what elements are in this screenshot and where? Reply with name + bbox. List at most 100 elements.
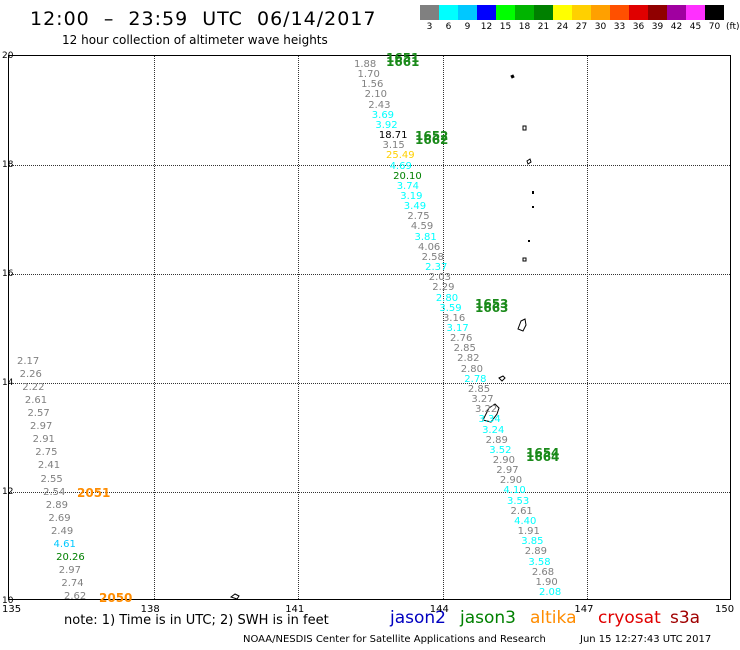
swh-reading: 3.74 — [396, 180, 419, 192]
legend-bin: 6 — [439, 5, 458, 32]
swh-reading: 3.52 — [489, 444, 512, 456]
grid-line-vertical — [298, 56, 300, 599]
swh-reading: 2.55 — [40, 473, 63, 485]
swh-reading: 2.37 — [425, 262, 448, 274]
swh-reading: 2.41 — [37, 460, 61, 472]
swh-reading: 1.90 — [535, 576, 558, 588]
swh-reading: 3.59 — [439, 302, 462, 314]
swh-reading: 3.49 — [403, 201, 427, 213]
y-axis-label: 16 — [2, 269, 14, 279]
grid-line-horizontal — [9, 274, 730, 275]
legend-swatch — [629, 5, 648, 20]
legend-bin: 3 — [420, 5, 439, 32]
island-sw — [229, 593, 240, 600]
island-rota — [498, 375, 506, 382]
x-axis-label: 144 — [429, 604, 449, 615]
swh-reading: 1.56 — [361, 79, 384, 91]
island-guam — [482, 403, 500, 423]
swh-reading: 3.15 — [382, 140, 405, 152]
pass-number-label: 1653 — [475, 297, 509, 311]
swh-reading: 2.74 — [61, 577, 84, 589]
swh-reading: 20.10 — [393, 170, 422, 182]
legend-label: 18 — [518, 22, 531, 32]
swh-reading: 3.58 — [528, 556, 551, 568]
satellite-altika: altika — [530, 608, 577, 628]
island-north-1 — [510, 74, 515, 79]
legend-label: 27 — [575, 22, 588, 32]
island-north-2 — [522, 125, 527, 131]
swh-reading: 1.70 — [357, 69, 380, 81]
island-pagan — [526, 158, 532, 165]
legend-swatch — [686, 5, 705, 20]
swh-reading: 2.57 — [27, 408, 50, 420]
pass-number-label-overlay: 1663 — [475, 301, 509, 315]
swh-reading: 25.49 — [386, 150, 415, 162]
legend-label: 9 — [464, 22, 471, 32]
island-north-4 — [532, 206, 534, 208]
satellite-s3a: s3a — [670, 608, 701, 628]
legend-label: 6 — [445, 22, 452, 32]
grid-line-horizontal — [9, 492, 730, 493]
swh-reading: 2.58 — [421, 251, 444, 263]
island-north-3 — [532, 191, 534, 194]
swh-reading: 2.91 — [32, 434, 55, 446]
map-plot: 1.88 1.70 1.56 2.10 2.43 3.69 3.92 18.71 3.15 25.… — [8, 51, 731, 605]
swh-reading: 2.62 — [64, 591, 87, 602]
legend-label: 12 — [480, 22, 493, 32]
swh-reading: 2.85 — [453, 343, 476, 355]
island-north-6 — [522, 257, 527, 262]
pass-number-label: 1654 — [526, 446, 560, 460]
swh-reading: 2.75 — [35, 447, 58, 459]
x-axis-label: 135 — [2, 604, 22, 615]
swh-reading: 3.53 — [506, 495, 530, 507]
legend-bin: 33 — [610, 5, 629, 32]
legend-swatch — [439, 5, 458, 20]
swh-reading: 2.75 — [407, 211, 430, 223]
swh-reading: 2.54 — [43, 486, 66, 498]
swh-reading: 2.97 — [496, 465, 519, 477]
swh-reading: 3.85 — [521, 536, 544, 548]
color-legend: 3 6 9 12 15 18 21 24 27 30 33 36 39 42 45 70 (ft) — [420, 5, 740, 32]
pass-number-label-overlay: 1662 — [415, 133, 449, 147]
satellite-jason2: jason2 — [390, 608, 446, 628]
swh-reading: 2.69 — [48, 512, 71, 524]
title: 12:00 – 23:59 UTC 06/14/2017 — [30, 8, 377, 30]
x-axis-label: 141 — [285, 604, 305, 615]
swh-reading: 3.17 — [446, 323, 469, 334]
legend-label: 42 — [670, 22, 683, 32]
swh-reading: 18.71 — [378, 130, 408, 142]
swh-reading: 3.34 — [478, 414, 501, 426]
legend-swatch — [667, 5, 686, 20]
legend-label: 30 — [594, 22, 607, 32]
legend-bin: 9 — [458, 5, 477, 32]
pass-number-label: 1651 — [386, 51, 420, 65]
satellite-jason3: jason3 — [460, 608, 516, 628]
x-axis-label: 138 — [140, 604, 160, 615]
swh-reading: 2.90 — [492, 455, 516, 466]
legend-swatch — [553, 5, 572, 20]
legend-label: 70 — [708, 22, 721, 32]
swh-reading: 3.19 — [400, 191, 423, 202]
legend-bin: 12 — [477, 5, 496, 32]
legend-unit: (ft) — [726, 22, 740, 32]
legend-label: 24 — [556, 22, 569, 32]
grid-line-vertical — [442, 56, 444, 599]
swh-reading: 2.89 — [524, 546, 548, 558]
swh-reading: 4.59 — [410, 221, 434, 233]
swh-reading: 2.82 — [457, 353, 480, 365]
legend-swatch — [420, 5, 439, 20]
island-saipan — [517, 318, 527, 332]
swh-reading: 20.26 — [56, 551, 85, 563]
pass-number-label: 2050 — [99, 591, 133, 605]
swh-reading: 4.61 — [53, 538, 76, 550]
swh-reading: 2.03 — [428, 272, 451, 284]
swh-reading: 1.88 — [354, 59, 377, 70]
legend-bin: 15 — [496, 5, 515, 32]
swh-reading: 3.27 — [471, 394, 494, 406]
pass-number-label-overlay: 1664 — [526, 450, 560, 464]
swh-reading: 3.92 — [375, 119, 398, 131]
x-axis-label: 150 — [715, 604, 735, 615]
legend-bin: 39 — [648, 5, 667, 32]
grid-line-vertical — [153, 56, 155, 599]
coastline-overlay — [229, 74, 534, 600]
